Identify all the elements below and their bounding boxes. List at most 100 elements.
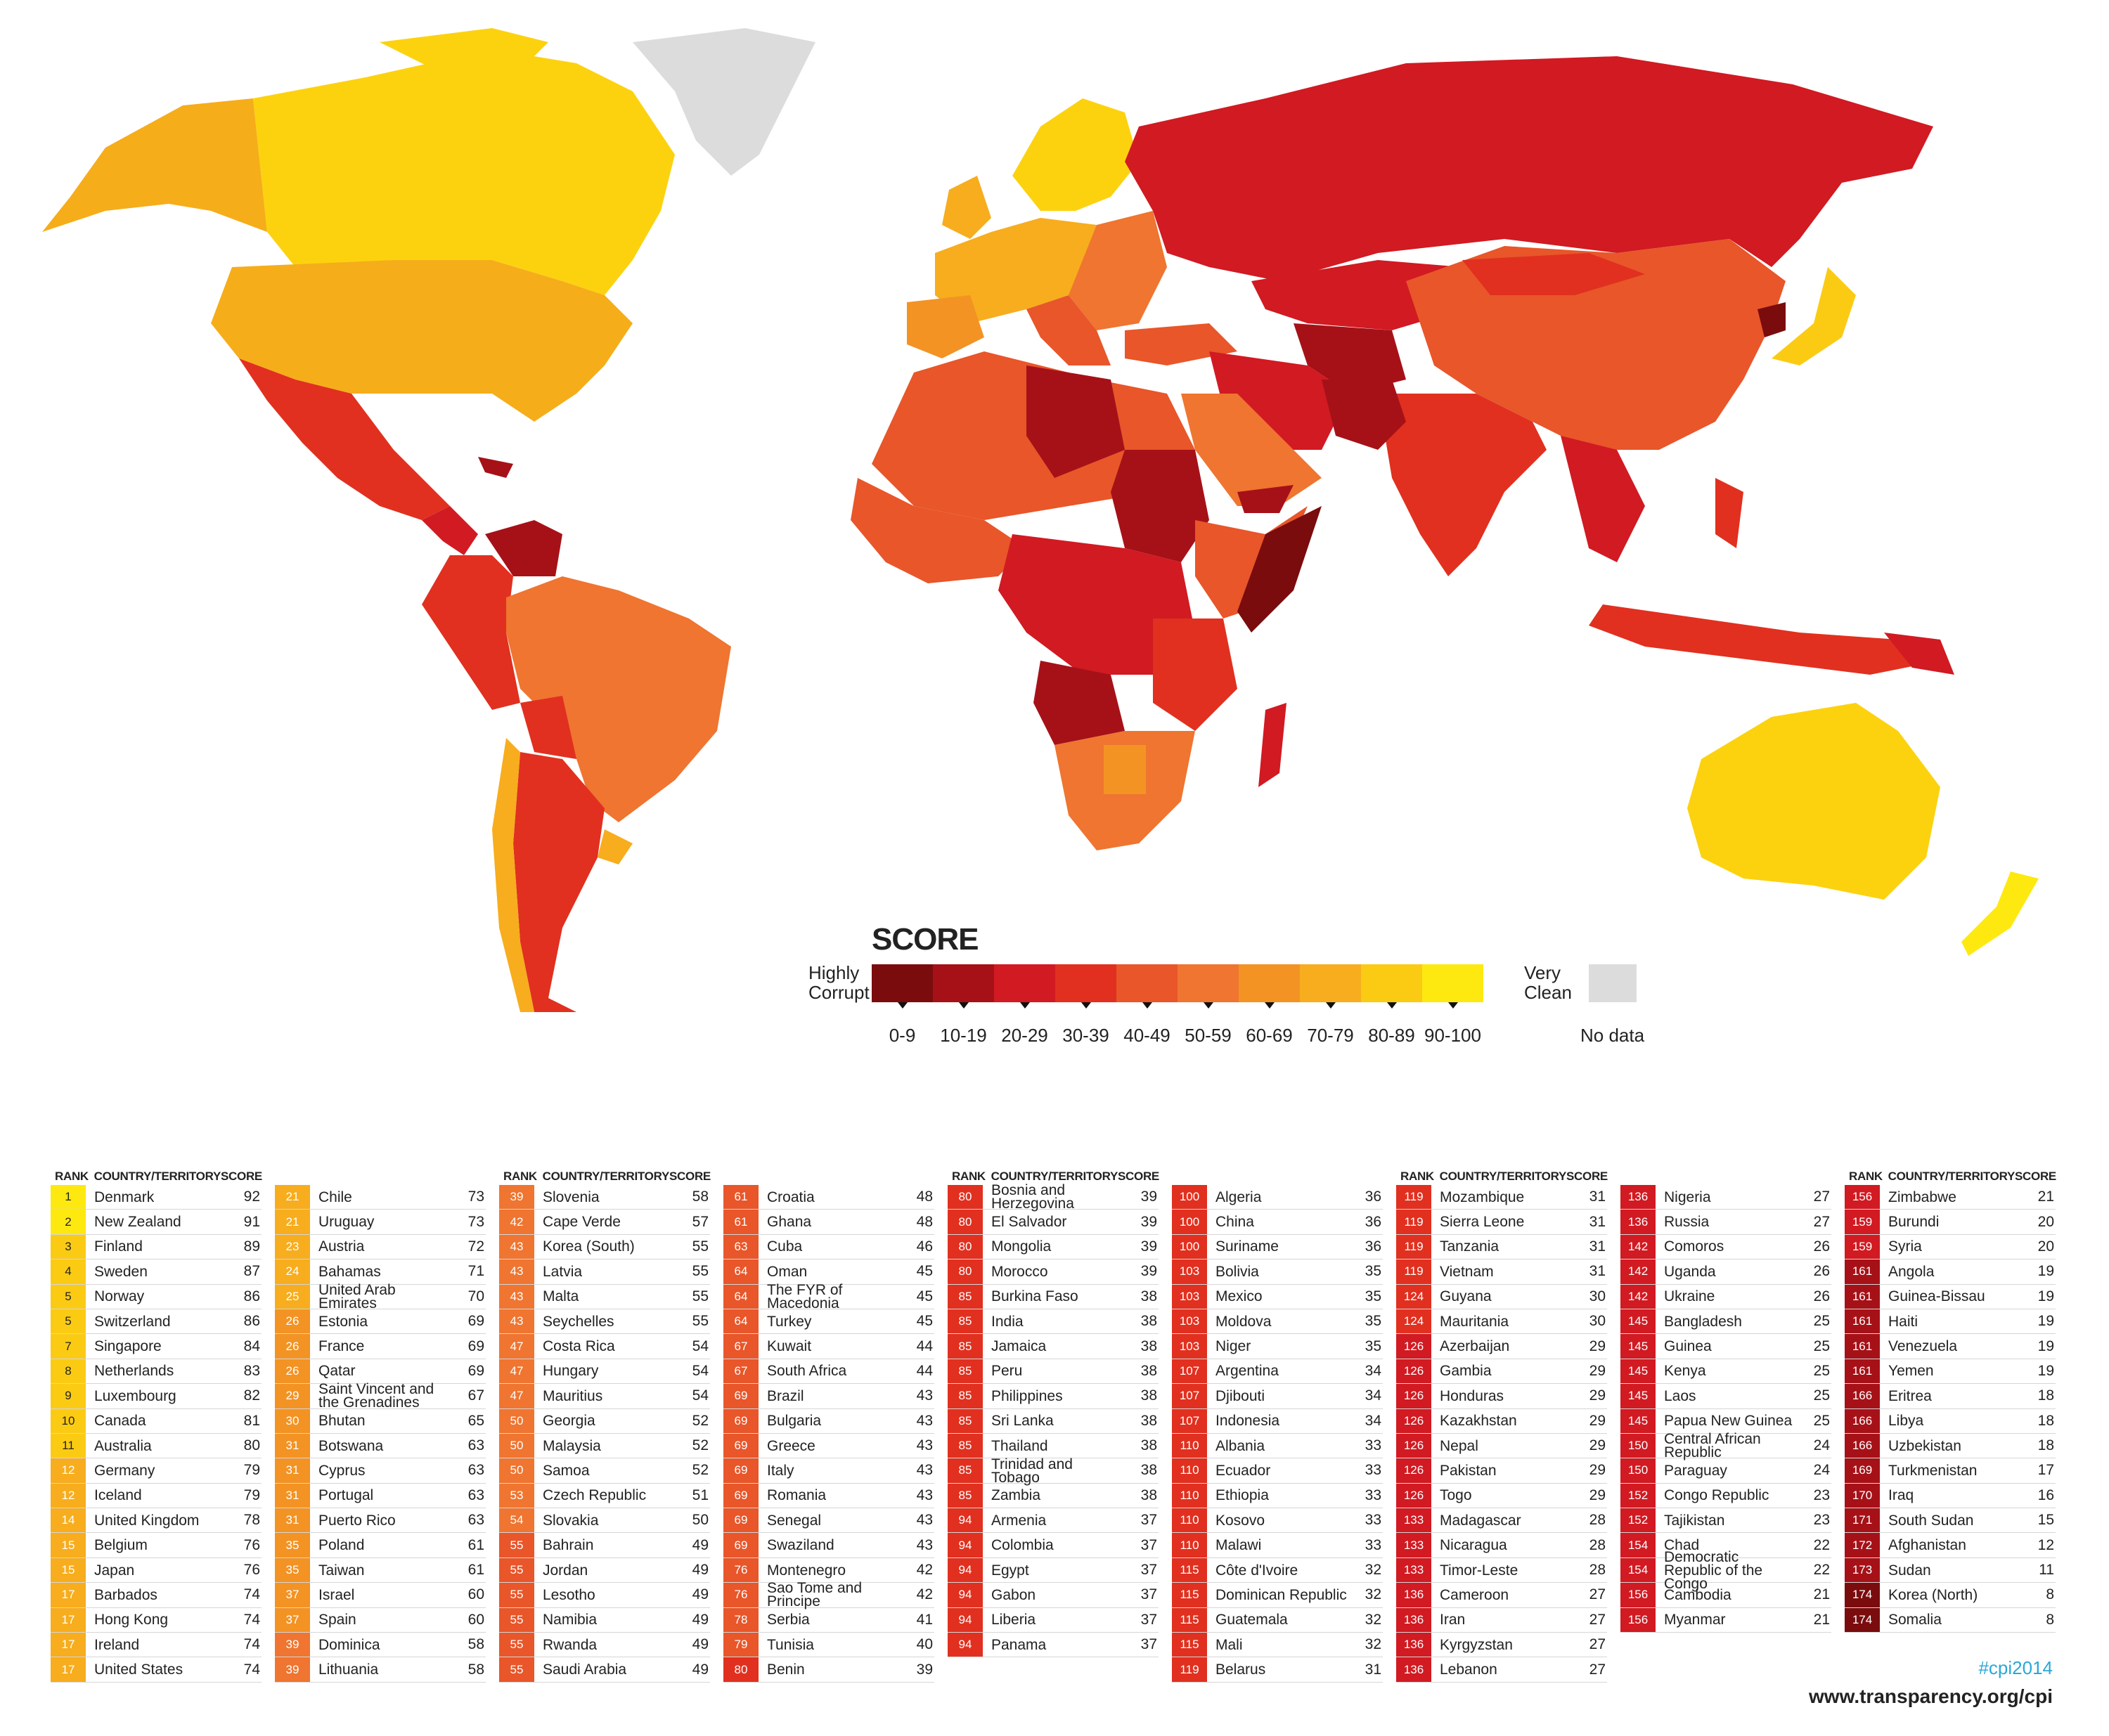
table-row: 67 Kuwait 44 (723, 1334, 934, 1359)
table-row: 94 Egypt 37 (948, 1557, 1159, 1583)
country-name: Turkmenistan (1888, 1462, 1978, 1479)
table-row: 11 Australia 80 (51, 1433, 262, 1459)
table-row: 5 Switzerland 86 (51, 1309, 262, 1335)
rank-badge: 161 (1845, 1359, 1880, 1384)
country-score: 76 (243, 1536, 260, 1553)
header-score: SCORE (221, 1170, 262, 1183)
table-row: 103 Moldova 35 (1172, 1309, 1383, 1335)
table-row: 161 Venezuela 19 (1845, 1334, 2056, 1359)
country-name: Australia (94, 1437, 152, 1454)
legend-band-label: 40-49 (1123, 1025, 1170, 1046)
country-name: Canada (94, 1413, 146, 1430)
country-score: 27 (1813, 1188, 1830, 1205)
table-header: RANK COUNTRY/TERRITORY SCORE (1396, 1160, 1608, 1185)
country-name: Guatemala (1215, 1612, 1288, 1628)
country-name: Zambia (991, 1487, 1041, 1504)
table-row: 136 Cameroon 27 (1396, 1583, 1607, 1608)
country-score: 81 (243, 1412, 260, 1429)
rank-badge: 43 (499, 1284, 534, 1309)
legend-right-label: Very Clean (1524, 962, 1572, 1003)
region-angola (1033, 661, 1125, 745)
country-name: Bhutan (318, 1413, 366, 1430)
table-header (723, 1160, 934, 1185)
rank-badge: 110 (1172, 1533, 1207, 1557)
country-score: 35 (1365, 1263, 1381, 1280)
country-name: Ethiopia (1215, 1487, 1269, 1504)
rank-badge: 103 (1172, 1334, 1207, 1359)
country-name: Croatia (767, 1188, 815, 1205)
country-name: Chad (1664, 1537, 1700, 1554)
rank-badge: 152 (1620, 1483, 1656, 1508)
rank-badge: 154 (1620, 1533, 1656, 1557)
table-row: 15 Belgium 76 (51, 1533, 262, 1558)
country-score: 84 (243, 1337, 260, 1354)
country-name: Bulgaria (767, 1413, 822, 1430)
table-row: 55 Saudi Arabia 49 (499, 1657, 710, 1683)
table-row: 94 Panama 37 (948, 1633, 1159, 1658)
rank-badge: 156 (1620, 1583, 1656, 1607)
country-score: 39 (916, 1661, 933, 1678)
rank-badge: 115 (1172, 1607, 1207, 1633)
country-score: 72 (467, 1238, 484, 1255)
country-score: 15 (2037, 1512, 2054, 1529)
region-india (1378, 394, 1547, 576)
country-score: 31 (1589, 1188, 1606, 1205)
rank-badge: 43 (499, 1234, 534, 1259)
country-score: 69 (467, 1313, 484, 1330)
region-sudan (1111, 450, 1209, 562)
table-row: 133 Timor-Leste 28 (1396, 1557, 1607, 1583)
region-arctic-islands (380, 28, 548, 70)
table-row: 55 Bahrain 49 (499, 1533, 710, 1558)
country-score: 32 (1365, 1636, 1381, 1653)
country-score: 43 (916, 1512, 933, 1529)
rank-badge: 15 (51, 1557, 86, 1583)
rank-badge: 94 (948, 1583, 983, 1607)
country-name: Haiti (1888, 1313, 1918, 1330)
table-row: 124 Mauritania 30 (1396, 1309, 1607, 1335)
country-score: 22 (1813, 1536, 1830, 1553)
table-row: 17 Barbados 74 (51, 1583, 262, 1608)
header-rank: RANK (1849, 1170, 1883, 1183)
table-row: 63 Cuba 46 (723, 1234, 934, 1260)
country-name: Slovakia (543, 1512, 599, 1529)
country-score: 79 (243, 1462, 260, 1479)
country-score: 49 (692, 1611, 709, 1628)
country-score: 61 (467, 1562, 484, 1579)
table-row: 21 Chile 73 (275, 1185, 486, 1210)
table-row: 4 Sweden 87 (51, 1259, 262, 1285)
table-row: 31 Puerto Rico 63 (275, 1508, 486, 1534)
legend-tick (1300, 1002, 1361, 1011)
legend-swatch (1178, 964, 1239, 1002)
table-row: 110 Albania 33 (1172, 1433, 1383, 1459)
table-row: 110 Ecuador 33 (1172, 1458, 1383, 1484)
rank-badge: 47 (499, 1359, 534, 1384)
country-name: Singapore (94, 1338, 162, 1355)
country-score: 20 (2037, 1238, 2054, 1255)
table-column: RANK COUNTRY/TERRITORY SCORE 39 Slovenia 58 42… (499, 1160, 711, 1683)
region-pakistan-afghanistan (1322, 380, 1406, 450)
table-row: 35 Poland 61 (275, 1533, 486, 1558)
table-row: 119 Vietnam 31 (1396, 1259, 1607, 1285)
rank-badge: 115 (1172, 1583, 1207, 1607)
region-greenland (633, 28, 815, 176)
country-name: Guinea-Bissau (1888, 1288, 1985, 1305)
legend-nodata-label: No data (1580, 1025, 1645, 1046)
country-score: 55 (692, 1313, 709, 1330)
rank-badge: 12 (51, 1458, 86, 1483)
country-name: Lithuania (318, 1661, 379, 1678)
country-name: Korea (South) (543, 1238, 635, 1255)
table-column: RANK COUNTRY/TERRITORY SCORE 80 Bosnia and H… (948, 1160, 1159, 1658)
country-score: 20 (2037, 1213, 2054, 1230)
rank-badge: 5 (51, 1309, 86, 1334)
country-name: Kyrgyzstan (1440, 1636, 1513, 1653)
legend-swatch (1361, 964, 1422, 1002)
rank-badge: 174 (1845, 1583, 1880, 1607)
rank-badge: 80 (723, 1657, 759, 1682)
table-row: 119 Belarus 31 (1172, 1657, 1383, 1683)
rank-badge: 85 (948, 1284, 983, 1309)
country-name: Central African Republic (1664, 1431, 1761, 1461)
country-name: Ukraine (1664, 1288, 1715, 1305)
country-name: Chile (318, 1188, 352, 1205)
country-score: 49 (692, 1536, 709, 1553)
table-row: 126 Azerbaijan 29 (1396, 1334, 1607, 1359)
